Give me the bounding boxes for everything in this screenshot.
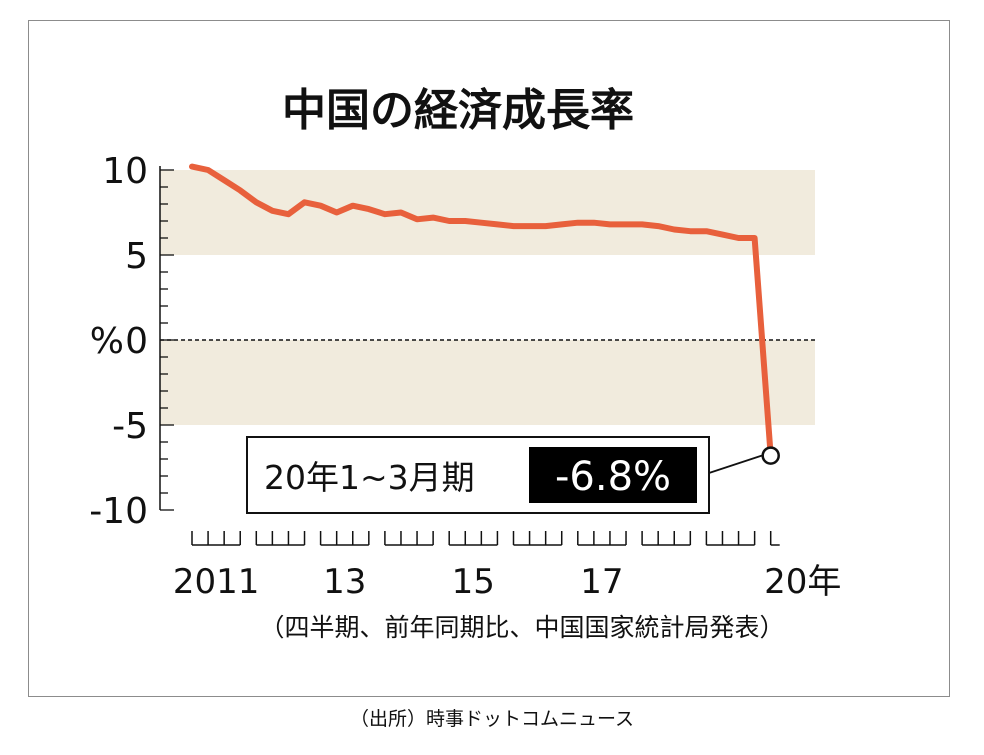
range-band-1 (160, 340, 815, 425)
range-bands (160, 170, 815, 425)
y-tick-label: 10 (102, 151, 148, 192)
chart-note: （四半期、前年同期比、中国国家統計局発表） (259, 613, 784, 642)
callout-value: -6.8% (555, 454, 671, 500)
x-tick-label: 13 (323, 562, 366, 602)
x-axis (191, 531, 780, 546)
range-band-0 (160, 170, 815, 255)
growth-rate-series (189, 163, 780, 465)
y-axis-labels: 10 5 0 -5 -10% (89, 151, 148, 532)
x-tick-label: 15 (452, 562, 495, 602)
latest-value-callout: 20年1~3月期 -6.8% (246, 436, 762, 514)
x-tick-label: 20年 (764, 562, 841, 602)
callout-value-bg (529, 447, 697, 503)
callout-leader (708, 454, 762, 474)
latest-point-marker (761, 446, 780, 465)
x-axis-labels: 2011 13 15 17 20年 (173, 562, 841, 602)
y-tick-label: 0 (125, 321, 148, 362)
chart-title: 中国の経済成長率 (282, 85, 634, 136)
x-tick-label: 17 (580, 562, 623, 602)
y-tick-label: 5 (125, 236, 148, 277)
source-credit: （出所）時事ドットコムニュース (349, 708, 635, 730)
x-tick-label: 2011 (173, 562, 260, 602)
y-axis (159, 166, 174, 511)
callout-period: 20年1~3月期 (264, 458, 475, 497)
y-tick-label: -10 (89, 491, 148, 532)
y-unit-label: % (90, 321, 124, 362)
y-tick-label: -5 (112, 406, 148, 447)
